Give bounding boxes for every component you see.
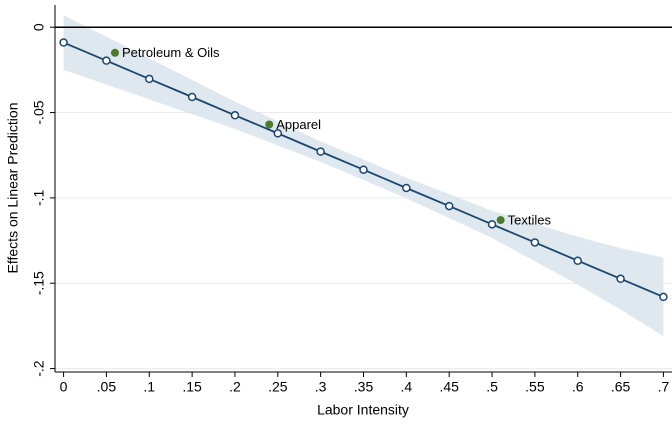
y-tick-label: -.2 <box>31 360 47 377</box>
y-axis-title: Effects on Linear Prediction <box>5 103 21 274</box>
industry-point <box>265 120 274 129</box>
x-tick-label: .1 <box>143 379 155 395</box>
x-tick-label: .4 <box>401 379 413 395</box>
marker <box>487 220 497 229</box>
industry-label: Apparel <box>276 117 321 132</box>
x-tick-label: .45 <box>439 379 459 395</box>
marker <box>616 274 625 284</box>
marker <box>145 74 154 84</box>
x-tick-label: .25 <box>268 379 288 395</box>
x-tick-label: .15 <box>182 379 202 395</box>
x-tick-label: .35 <box>354 379 374 395</box>
y-tick-label: -.15 <box>31 271 47 295</box>
x-tick-label: .3 <box>315 379 327 395</box>
x-tick-label: .05 <box>97 379 117 395</box>
marker <box>444 201 454 211</box>
industry-point <box>496 216 505 225</box>
industry-label: Textiles <box>508 213 552 228</box>
x-tick-label: .2 <box>229 379 241 395</box>
marker <box>659 292 668 302</box>
x-axis-title: Labor Intensity <box>317 402 409 418</box>
marker <box>230 111 240 120</box>
y-tick-label: -.1 <box>31 190 47 207</box>
marker <box>102 56 111 65</box>
marker <box>573 256 582 265</box>
x-tick-label: .7 <box>658 379 670 395</box>
x-tick-label: 0 <box>60 379 68 395</box>
marker <box>187 92 197 102</box>
x-tick-label: .6 <box>572 379 584 395</box>
marker <box>530 238 540 247</box>
y-tick-label: 0 <box>31 23 47 31</box>
confidence-band <box>63 15 664 337</box>
x-tick-label: .5 <box>486 379 498 395</box>
industry-label: Petroleum & Oils <box>122 45 220 60</box>
industry-point <box>110 48 119 57</box>
marker <box>273 129 283 138</box>
x-tick-label: .65 <box>611 379 631 395</box>
marker <box>402 183 411 193</box>
marker <box>359 165 368 174</box>
x-tick-label: .55 <box>525 379 545 395</box>
marker <box>316 147 325 156</box>
y-tick-label: -.05 <box>31 100 47 124</box>
marker <box>59 38 68 47</box>
